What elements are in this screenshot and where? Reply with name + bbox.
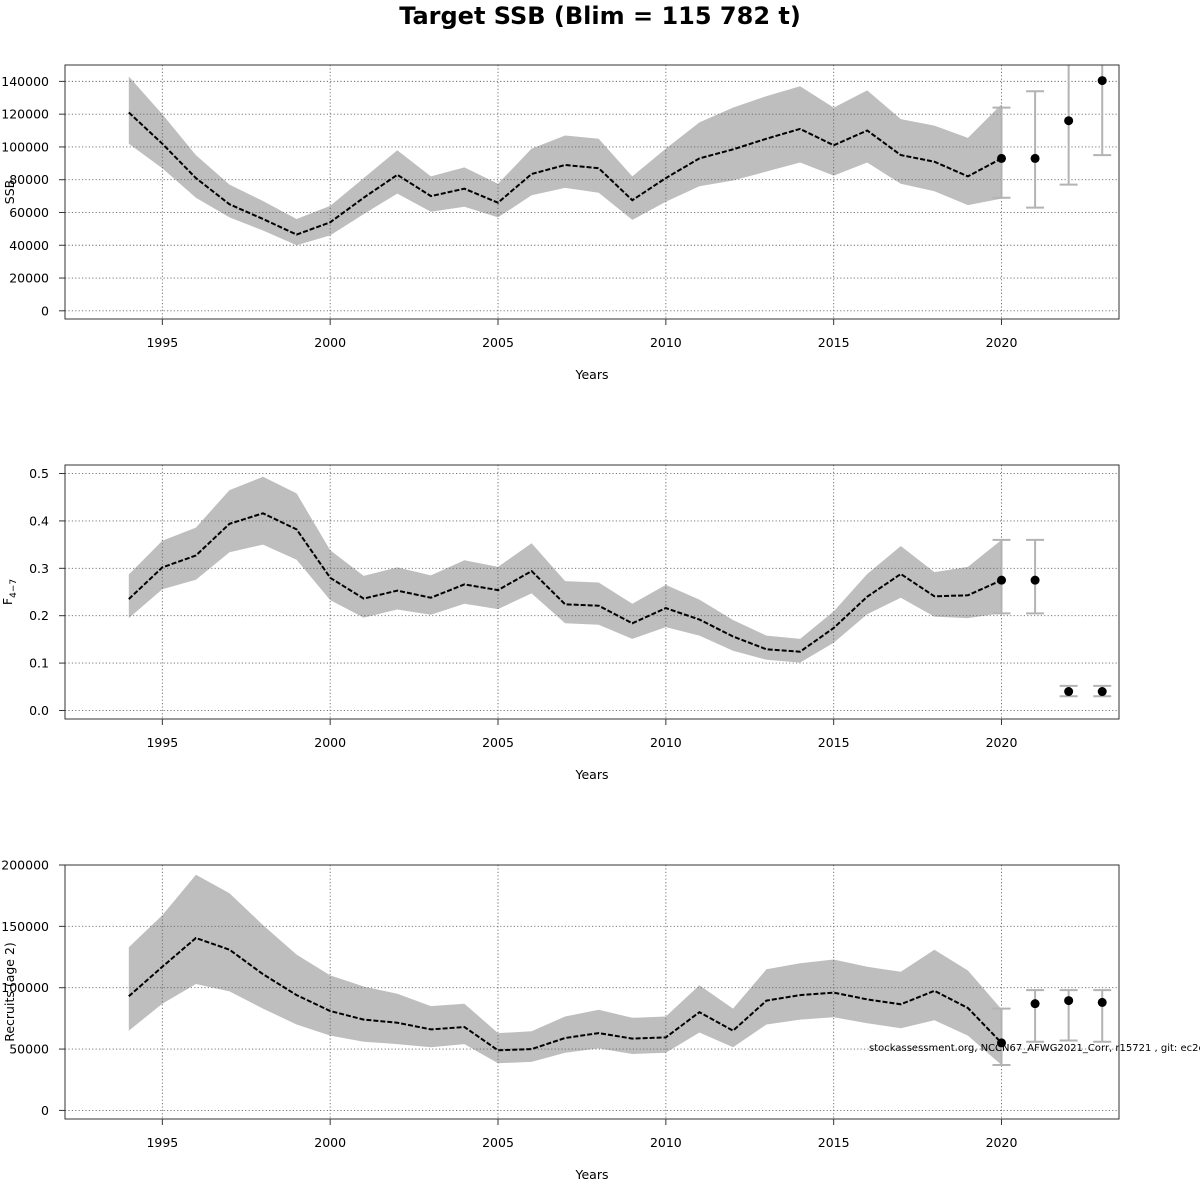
y-tick-label: 50000 (9, 1042, 49, 1057)
x-tick-label: 2005 (482, 1135, 514, 1150)
plot-frame (64, 864, 1120, 1120)
forecast-point (1097, 687, 1107, 697)
y-tick-label: 60000 (9, 205, 49, 220)
ssb-panel: 0 20000 40000 60000 80000 100000 120000 140000 1… (1, 64, 1120, 382)
y-tick-label: 200000 (1, 858, 49, 873)
y-tick-label: 0.1 (29, 656, 49, 671)
x-tick-label: 2000 (314, 335, 346, 350)
x-tick-label: 2000 (314, 735, 346, 750)
x-tick-label: 2010 (650, 335, 682, 350)
y-tick-label: 100000 (1, 139, 49, 154)
x-tick-label: 2020 (986, 1135, 1018, 1150)
x-tick-label: 2020 (986, 735, 1018, 750)
estimate-line (128, 936, 1003, 1052)
y-tick-label: 0 (41, 303, 49, 318)
forecast-error-bar (1026, 989, 1045, 1043)
estimate-line (128, 111, 1002, 236)
forecast-point (1097, 997, 1107, 1007)
x-tick-label: 2020 (986, 335, 1018, 350)
y-axis-label: F4−7 (0, 579, 19, 605)
forecast-point (997, 1038, 1007, 1048)
forecast-point (1064, 116, 1074, 126)
x-tick-label: 2015 (818, 735, 850, 750)
x-axis-label: Years (575, 767, 609, 782)
y-tick-label: 40000 (9, 238, 49, 253)
forecast-error-bar (992, 106, 1011, 199)
x-tick-label: 1995 (146, 1135, 178, 1150)
y-axis-label: SSB (2, 180, 17, 204)
chart-title: Target SSB (Blim = 115 782 t) (399, 2, 801, 30)
y-tick-label: 20000 (9, 271, 49, 286)
y-tick-label: 0.0 (29, 703, 49, 718)
forecast-point (1064, 996, 1074, 1006)
x-tick-label: 2005 (482, 735, 514, 750)
y-tick-label: 120000 (1, 107, 49, 122)
x-tick-label: 2010 (650, 1135, 682, 1150)
y-tick-label: 100000 (1, 980, 49, 995)
x-tick-label: 2015 (818, 1135, 850, 1150)
y-tick-label: 0.4 (29, 513, 49, 528)
f-panel: 0.0 0.1 0.2 0.3 0.4 0.5 1995 2000 2005 2010 2015 20… (0, 464, 1120, 782)
x-tick-label: 2010 (650, 735, 682, 750)
forecast-point (1030, 575, 1040, 585)
estimate-line (128, 512, 1002, 653)
x-tick-label: 2015 (818, 335, 850, 350)
recruits-panel: 0 50000 100000 150000 200000 1995 2000 2005 2010… (1, 858, 1120, 1182)
forecast-point (1030, 999, 1040, 1009)
forecast-point (997, 153, 1007, 163)
y-axis-label-subscript: 4−7 (9, 579, 19, 598)
y-axis-label: Recruits (age 2) (2, 942, 17, 1042)
confidence-band (128, 76, 1002, 246)
x-tick-label: 1995 (146, 335, 178, 350)
y-tick-label: 0.2 (29, 608, 49, 623)
x-tick-label: 1995 (146, 735, 178, 750)
confidence-band (128, 874, 1002, 1065)
x-tick-label: 2005 (482, 335, 514, 350)
y-axis-label-main: F (0, 598, 15, 605)
x-tick-label: 2000 (314, 1135, 346, 1150)
forecast-error-bar (1093, 989, 1112, 1043)
forecast-error-bar (992, 1007, 1011, 1067)
footnote: stockassessment.org, NCCN67_AFWG2021_Cor… (869, 1043, 1200, 1054)
plot-frame (64, 464, 1120, 720)
forecast-error-bar (1093, 65, 1112, 157)
y-tick-label: 80000 (9, 172, 49, 187)
x-axis-label: Years (575, 367, 609, 382)
confidence-band (128, 476, 1002, 663)
x-axis-label: Years (575, 1167, 609, 1182)
y-tick-label: 150000 (1, 919, 49, 934)
y-tick-label: 0.3 (29, 561, 49, 576)
forecast-point (1030, 153, 1040, 163)
y-tick-label: 0.5 (29, 466, 49, 481)
y-tick-label: 0 (41, 1103, 49, 1118)
forecast-point (997, 575, 1007, 585)
forecast-point (1097, 76, 1107, 86)
forecast-error-bar (1026, 90, 1045, 209)
forecast-point (1064, 687, 1074, 697)
y-tick-label: 140000 (1, 74, 49, 89)
plot-frame (64, 64, 1120, 320)
